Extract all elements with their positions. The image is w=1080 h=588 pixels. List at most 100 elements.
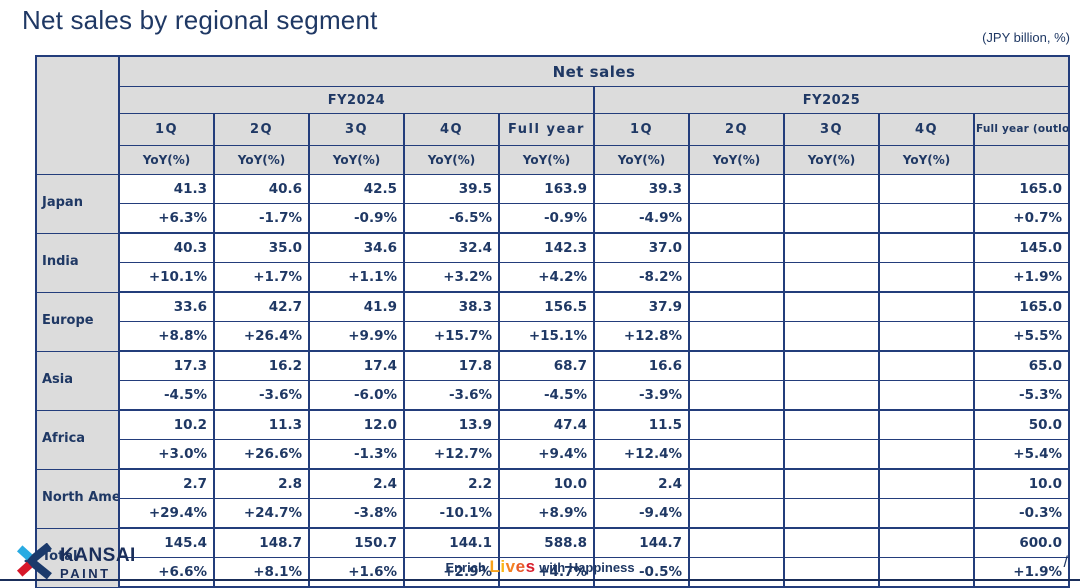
region-label: India: [35, 232, 120, 293]
yoy-cell: -4.9%: [593, 203, 690, 234]
value-cell: [878, 232, 975, 263]
table-header: Net sales FY2024 FY2025 1Q 2Q 3Q 4Q Full yea…: [35, 55, 1071, 175]
value-cell: [878, 468, 975, 499]
yoy-cell: -3.8%: [308, 498, 405, 529]
quarter-header: 2Q: [213, 113, 310, 146]
fy2024-header: FY2024: [118, 86, 595, 114]
yoy-cell: -1.3%: [308, 439, 405, 470]
value-cell: [688, 527, 785, 558]
kansai-logo-icon: [16, 542, 54, 583]
value-cell: 10.0: [972, 468, 1071, 499]
page-title: Net sales by regional segment: [22, 5, 378, 35]
yoy-cell: [783, 321, 880, 352]
value-cell: 16.6: [593, 350, 690, 381]
value-cell: [783, 174, 880, 204]
unit-note: (JPY billion, %): [982, 30, 1070, 45]
yoy-cell: +1.6%: [308, 557, 405, 588]
quarter-header: 1Q: [593, 113, 690, 146]
yoy-cell: +3.2%: [403, 262, 500, 293]
yoy-cell: -4.5%: [118, 380, 215, 411]
value-cell: 42.5: [308, 174, 405, 204]
yoy-cell: [878, 380, 975, 411]
value-cell: 50.0: [972, 409, 1071, 440]
value-cell: 42.7: [213, 291, 310, 322]
fy2025-header: FY2025: [592, 86, 1071, 114]
yoy-cell: [688, 557, 785, 588]
value-cell: [783, 468, 880, 499]
value-cell: 144.1: [403, 527, 500, 558]
yoy-cell: [688, 262, 785, 293]
yoy-cell: [878, 203, 975, 234]
yoy-cell: +12.4%: [593, 439, 690, 470]
corner-cell: [35, 55, 120, 175]
value-cell: [783, 232, 880, 263]
yoy-cell: [783, 203, 880, 234]
quarter-header: Full year: [498, 113, 595, 146]
value-cell: 37.0: [593, 232, 690, 263]
quarter-header: 3Q: [783, 113, 880, 146]
yoy-header: YoY(%): [308, 145, 405, 175]
slogan-lives-letter: v: [505, 557, 516, 576]
yoy-cell: -10.1%: [403, 498, 500, 529]
bottom-divider: [0, 579, 1080, 581]
yoy-cell: -6.5%: [403, 203, 500, 234]
yoy-cell: [783, 557, 880, 588]
value-cell: 10.2: [118, 409, 215, 440]
value-cell: [783, 291, 880, 322]
value-cell: 13.9: [403, 409, 500, 440]
value-cell: 165.0: [972, 291, 1071, 322]
yoy-cell: [783, 498, 880, 529]
yoy-header: YoY(%): [878, 145, 975, 175]
yoy-cell: +24.7%: [213, 498, 310, 529]
yoy-cell: +26.4%: [213, 321, 310, 352]
value-cell: 2.4: [593, 468, 690, 499]
value-cell: 2.7: [118, 468, 215, 499]
yoy-cell: [878, 439, 975, 470]
yoy-cell: -5.3%: [972, 380, 1071, 411]
value-cell: 65.0: [972, 350, 1071, 381]
yoy-cell: +10.1%: [118, 262, 215, 293]
yoy-cell: +8.9%: [498, 498, 595, 529]
yoy-header: YoY(%): [213, 145, 310, 175]
yoy-cell: -1.7%: [213, 203, 310, 234]
region-label: Europe: [35, 291, 120, 352]
yoy-cell: +3.0%: [118, 439, 215, 470]
value-cell: 40.6: [213, 174, 310, 204]
region-label: Asia: [35, 350, 120, 411]
yoy-cell: [878, 498, 975, 529]
yoy-cell: +1.7%: [213, 262, 310, 293]
yoy-cell: +15.1%: [498, 321, 595, 352]
value-cell: 47.4: [498, 409, 595, 440]
yoy-cell: -0.3%: [972, 498, 1071, 529]
yoy-header: [972, 145, 1071, 175]
region-label: Africa: [35, 409, 120, 470]
yoy-cell: [783, 262, 880, 293]
value-cell: 11.5: [593, 409, 690, 440]
value-cell: 40.3: [118, 232, 215, 263]
yoy-cell: [783, 439, 880, 470]
value-cell: 2.8: [213, 468, 310, 499]
table-body: Japan 41.3 40.6 42.5 39.5 163.9 39.3 165.0 +6.3%…: [35, 174, 1071, 588]
yoy-cell: +1.9%: [972, 557, 1071, 588]
value-cell: [688, 291, 785, 322]
value-cell: 68.7: [498, 350, 595, 381]
value-cell: 39.3: [593, 174, 690, 204]
kansai-paint-logo: KANSAI PAINT: [16, 542, 136, 583]
value-cell: 17.8: [403, 350, 500, 381]
value-cell: 145.4: [118, 527, 215, 558]
value-cell: 142.3: [498, 232, 595, 263]
logo-wordmark: KANSAI PAINT: [60, 546, 136, 580]
region-label: North America: [35, 468, 120, 529]
yoy-cell: -8.2%: [593, 262, 690, 293]
yoy-cell: [688, 380, 785, 411]
value-cell: 148.7: [213, 527, 310, 558]
value-cell: 2.2: [403, 468, 500, 499]
value-cell: 41.3: [118, 174, 215, 204]
yoy-cell: -0.9%: [498, 203, 595, 234]
yoy-header: YoY(%): [403, 145, 500, 175]
value-cell: 17.3: [118, 350, 215, 381]
value-cell: 144.7: [593, 527, 690, 558]
quarter-header-row: 1Q 2Q 3Q 4Q Full year 1Q 2Q 3Q 4Q Full year (outl…: [36, 113, 1071, 146]
logo-paint-text: PAINT: [60, 566, 111, 581]
value-cell: [783, 409, 880, 440]
